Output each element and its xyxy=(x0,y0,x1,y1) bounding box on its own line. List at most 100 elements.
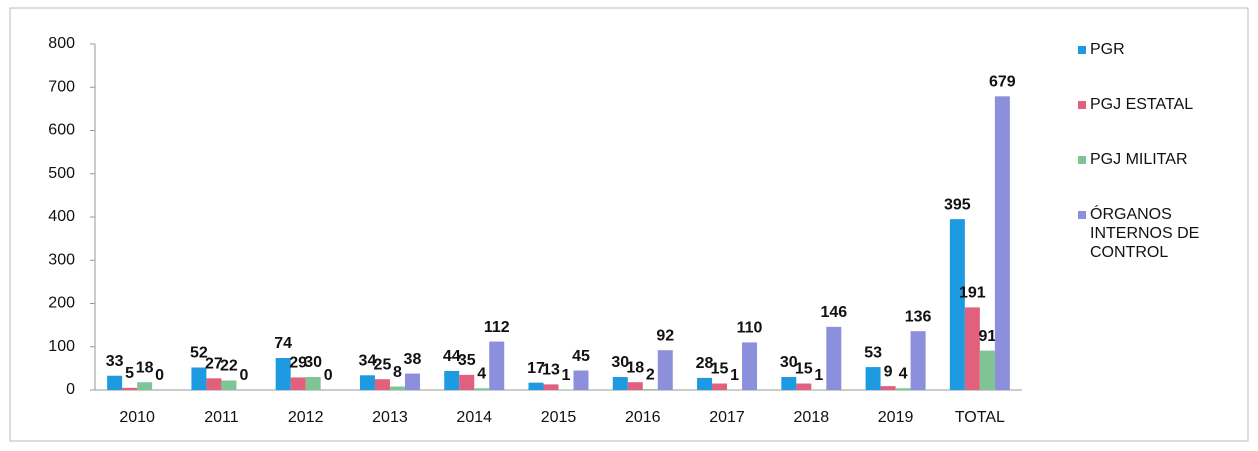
bar xyxy=(206,378,222,390)
data-label: 35 xyxy=(458,352,476,369)
bar xyxy=(697,377,713,390)
bar xyxy=(275,357,291,390)
data-label: 28 xyxy=(696,355,714,372)
data-label: 4 xyxy=(477,365,486,382)
data-label: 38 xyxy=(404,351,422,368)
bar xyxy=(826,326,842,390)
bar xyxy=(865,367,881,390)
bar xyxy=(374,379,390,390)
legend-label: PGJ MILITAR xyxy=(1090,151,1188,168)
bar xyxy=(359,375,375,390)
bar xyxy=(305,377,321,390)
data-label: 15 xyxy=(795,361,813,378)
bar xyxy=(949,219,965,390)
y-tick-label: 300 xyxy=(48,251,75,268)
x-tick-label: 2014 xyxy=(456,409,492,426)
bar xyxy=(612,377,628,390)
y-tick-label: 100 xyxy=(48,338,75,355)
y-tick-label: 500 xyxy=(48,165,75,182)
bar xyxy=(994,96,1010,391)
bar xyxy=(964,307,980,390)
data-label: 112 xyxy=(484,319,510,336)
data-label: 146 xyxy=(820,304,847,321)
x-tick-label: 2018 xyxy=(794,409,830,426)
bar xyxy=(107,375,123,390)
y-tick-label: 200 xyxy=(48,295,75,312)
bar xyxy=(642,389,658,390)
bar xyxy=(543,384,559,390)
y-tick-label: 400 xyxy=(48,208,75,225)
data-label: 0 xyxy=(239,367,248,384)
data-label: 0 xyxy=(324,367,333,384)
bar xyxy=(404,373,420,390)
legend-swatch xyxy=(1078,101,1086,109)
bar xyxy=(489,341,505,390)
data-label: 44 xyxy=(443,348,461,365)
data-label: 30 xyxy=(304,354,322,371)
bar xyxy=(444,370,460,390)
legend-label: PGR xyxy=(1090,41,1125,58)
data-label: 30 xyxy=(611,354,629,371)
data-label: 34 xyxy=(359,353,377,370)
data-label: 136 xyxy=(905,308,932,325)
data-label: 18 xyxy=(136,359,154,376)
x-tick-label: 2013 xyxy=(372,409,408,426)
legend-item: PGJ MILITAR xyxy=(1078,150,1248,169)
data-label: 29 xyxy=(289,355,307,372)
legend-label: PGJ ESTATAL xyxy=(1090,96,1194,113)
bar xyxy=(979,350,995,390)
x-tick-label: 2019 xyxy=(878,409,914,426)
data-label: 92 xyxy=(656,327,674,344)
data-label: 191 xyxy=(959,285,986,302)
x-tick-label: 2011 xyxy=(204,409,239,426)
bar xyxy=(712,383,728,390)
data-label: 0 xyxy=(155,367,164,384)
data-label: 17 xyxy=(527,360,545,377)
legend-swatch xyxy=(1078,156,1086,164)
bar xyxy=(742,342,758,390)
bar xyxy=(137,382,153,390)
legend: PGR PGJ ESTATAL PGJ MILITAR ÓRGANOS INTERNO… xyxy=(1078,40,1248,298)
data-label: 110 xyxy=(737,320,763,337)
data-label: 18 xyxy=(626,359,644,376)
data-label: 25 xyxy=(374,356,392,373)
x-tick-label: 2010 xyxy=(119,409,155,426)
chart-border xyxy=(9,7,1249,442)
data-label: 2 xyxy=(646,366,655,383)
bar xyxy=(474,388,490,390)
bar xyxy=(389,386,405,390)
legend-item: ÓRGANOS INTERNOS DE CONTROL xyxy=(1078,205,1248,262)
data-label: 13 xyxy=(542,362,560,379)
x-tick-label: TOTAL xyxy=(955,409,1005,426)
bar xyxy=(895,388,911,390)
bar xyxy=(781,377,797,390)
data-label: 15 xyxy=(711,361,729,378)
data-label: 679 xyxy=(989,74,1016,91)
data-label: 30 xyxy=(780,354,798,371)
y-tick-label: 800 xyxy=(48,35,75,52)
bar xyxy=(657,350,673,390)
legend-item: PGJ ESTATAL xyxy=(1078,95,1248,114)
data-label: 91 xyxy=(978,328,996,345)
legend-swatch xyxy=(1078,211,1086,219)
bar xyxy=(796,383,812,390)
legend-label: ÓRGANOS INTERNOS DE CONTROL xyxy=(1090,206,1200,261)
bar xyxy=(910,331,926,390)
bar xyxy=(880,386,896,390)
x-tick-label: 2015 xyxy=(541,409,577,426)
data-label: 1 xyxy=(730,367,739,384)
data-label: 74 xyxy=(274,335,292,352)
x-tick-label: 2016 xyxy=(625,409,661,426)
data-label: 53 xyxy=(864,344,882,361)
bar xyxy=(573,370,589,390)
bar xyxy=(627,382,643,390)
x-tick-label: 2017 xyxy=(709,409,745,426)
data-label: 9 xyxy=(884,363,893,380)
bar xyxy=(528,382,544,390)
data-label: 27 xyxy=(205,356,223,373)
y-tick-label: 600 xyxy=(48,122,75,139)
y-tick-label: 700 xyxy=(48,78,75,95)
bar xyxy=(221,380,237,390)
